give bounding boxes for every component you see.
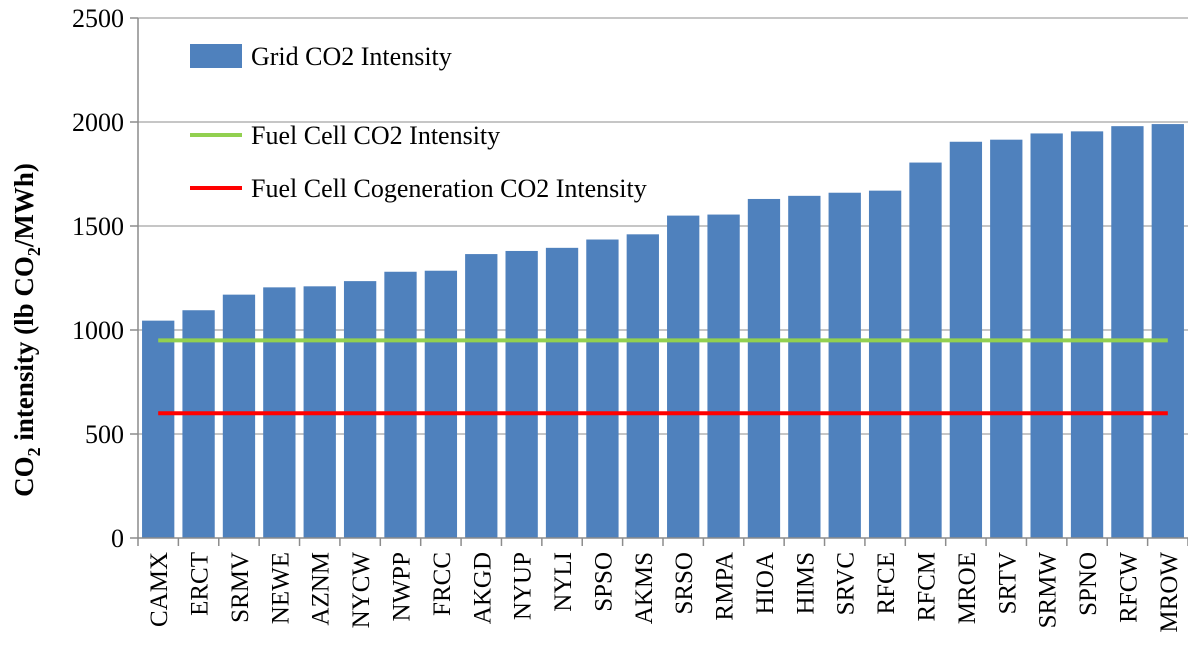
- bar-akms: [626, 234, 659, 538]
- y-axis-label: CO2 intensity (lb CO2/MWh): [9, 163, 44, 497]
- x-tick-labels: CAMX ERCT SRMV NEWE AZNM NYCW NWPP FRCC AKGD NYUP…: [146, 552, 1183, 633]
- x-tick-label: NEWE: [267, 552, 294, 624]
- legend: Grid CO2 Intensity Fuel Cell CO2 Intensit…: [190, 42, 647, 203]
- x-tick-label: SRMV: [227, 552, 254, 623]
- y-tick-label: 0: [111, 524, 124, 553]
- bar-hioa: [747, 198, 781, 538]
- y-axis-label-subscript: 2: [24, 247, 44, 256]
- y-axis-label-part: /MWh): [9, 163, 39, 248]
- x-tick-label: NYUP: [510, 552, 537, 620]
- bar-spso: [586, 239, 619, 538]
- x-tick-label: RFCE: [873, 552, 900, 615]
- y-tick-label: 2500: [72, 4, 124, 33]
- y-axis-label-part: intensity (lb CO: [9, 256, 39, 447]
- x-tick-label: SRSO: [671, 552, 698, 615]
- legend-label: Grid CO2 Intensity: [251, 42, 452, 71]
- x-tick-label: SPSO: [590, 552, 617, 612]
- x-tick-label: AKGD: [469, 552, 496, 624]
- bar-spno: [1070, 131, 1104, 539]
- bar-nyup: [505, 250, 538, 538]
- bar-srmv: [222, 294, 256, 538]
- x-tick-label: SRTV: [994, 552, 1021, 614]
- axes: [130, 17, 1188, 546]
- bar-camx: [142, 320, 175, 538]
- y-tick-label: 500: [85, 420, 124, 449]
- x-tick-label: NYLI: [550, 552, 577, 612]
- x-tick-label: MROW: [1156, 552, 1183, 633]
- x-tick-label: SPNO: [1075, 552, 1102, 616]
- x-tick-label: AKMS: [631, 552, 658, 624]
- x-tick-label: NYCW: [348, 552, 375, 629]
- x-tick-label: FRCC: [429, 552, 456, 616]
- bar-srso: [667, 215, 700, 538]
- bar-rfce: [868, 190, 902, 538]
- x-tick-label: AZNM: [308, 552, 335, 626]
- bar-nyli: [545, 247, 579, 538]
- bar-srmw: [1030, 133, 1063, 538]
- bar-rfcw: [1111, 126, 1144, 538]
- bar-frcc: [424, 270, 458, 538]
- y-tick-label: 1500: [72, 212, 124, 241]
- y-tick-labels: 0 500 1000 1500 2000 2500: [72, 4, 124, 553]
- x-tick-label: SRMW: [1035, 552, 1062, 629]
- bar-mrow: [1151, 124, 1184, 538]
- bar-srvc: [828, 192, 861, 538]
- bar-nwpp: [384, 271, 417, 538]
- y-tick-label: 2000: [72, 108, 124, 137]
- bar-akgd: [465, 254, 498, 538]
- bar-series: [142, 124, 1184, 539]
- y-axis-label-part: CO: [9, 456, 39, 497]
- bar-rmpa: [707, 214, 740, 538]
- x-tick-label: HIMS: [792, 552, 819, 615]
- x-tick-label: SRVC: [833, 552, 860, 615]
- bar-nycw: [343, 281, 377, 538]
- x-tick-label: MROE: [954, 552, 981, 624]
- y-tick-label: 1000: [72, 316, 124, 345]
- bar-hims: [788, 195, 821, 538]
- legend-swatch-grid: [190, 44, 242, 68]
- x-tick-label: ERCT: [187, 552, 214, 616]
- bar-rfcm: [909, 162, 942, 538]
- legend-label: Fuel Cell CO2 Intensity: [251, 121, 500, 150]
- x-tick-label: HIOA: [752, 552, 779, 615]
- x-tick-label: CAMX: [146, 552, 173, 627]
- bar-erct: [182, 310, 215, 538]
- x-tick-label: RMPA: [712, 552, 739, 621]
- x-tick-label: RFCW: [1115, 552, 1142, 623]
- x-tick-label: RFCM: [914, 552, 941, 621]
- x-tick-label: NWPP: [389, 552, 416, 621]
- reference-lines: [158, 338, 1168, 416]
- y-axis-label-subscript: 2: [24, 447, 44, 456]
- legend-label: Fuel Cell Cogeneration CO2 Intensity: [251, 174, 647, 203]
